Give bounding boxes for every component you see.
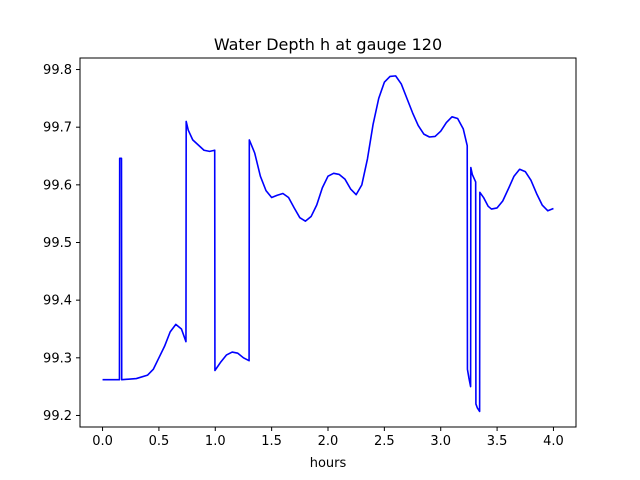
x-tick-label: 0.0 xyxy=(92,434,113,449)
y-tick-label: 99.7 xyxy=(43,121,72,136)
x-tick-label: 0.5 xyxy=(149,434,170,449)
y-tick-label: 99.5 xyxy=(43,236,72,251)
plot-area xyxy=(102,75,554,413)
x-tick-label: 3.0 xyxy=(430,434,451,449)
y-tick-label: 99.8 xyxy=(43,63,72,78)
axes-frame xyxy=(79,57,577,428)
x-tick-label: 3.5 xyxy=(487,434,508,449)
series-line-1 xyxy=(102,75,554,413)
x-tick-label: 4.0 xyxy=(543,434,564,449)
x-axis-ticks: 0.0 0.5 1.0 1.5 2.0 2.5 3.0 3.5 4.0 xyxy=(92,427,564,449)
x-tick-label: 1.5 xyxy=(261,434,282,449)
y-tick-label: 99.4 xyxy=(43,294,72,309)
y-tick-label: 99.2 xyxy=(43,409,72,424)
y-tick-label: 99.6 xyxy=(43,178,72,193)
chart-title: Water Depth h at gauge 120 xyxy=(214,35,442,54)
x-axis-label: hours xyxy=(310,456,347,471)
y-tick-label: 99.3 xyxy=(43,351,72,366)
y-axis-ticks: 99.2 99.3 99.4 99.5 99.6 99.7 99.8 xyxy=(43,63,80,424)
x-tick-label: 1.0 xyxy=(205,434,226,449)
x-tick-label: 2.0 xyxy=(318,434,339,449)
x-tick-label: 2.5 xyxy=(374,434,395,449)
